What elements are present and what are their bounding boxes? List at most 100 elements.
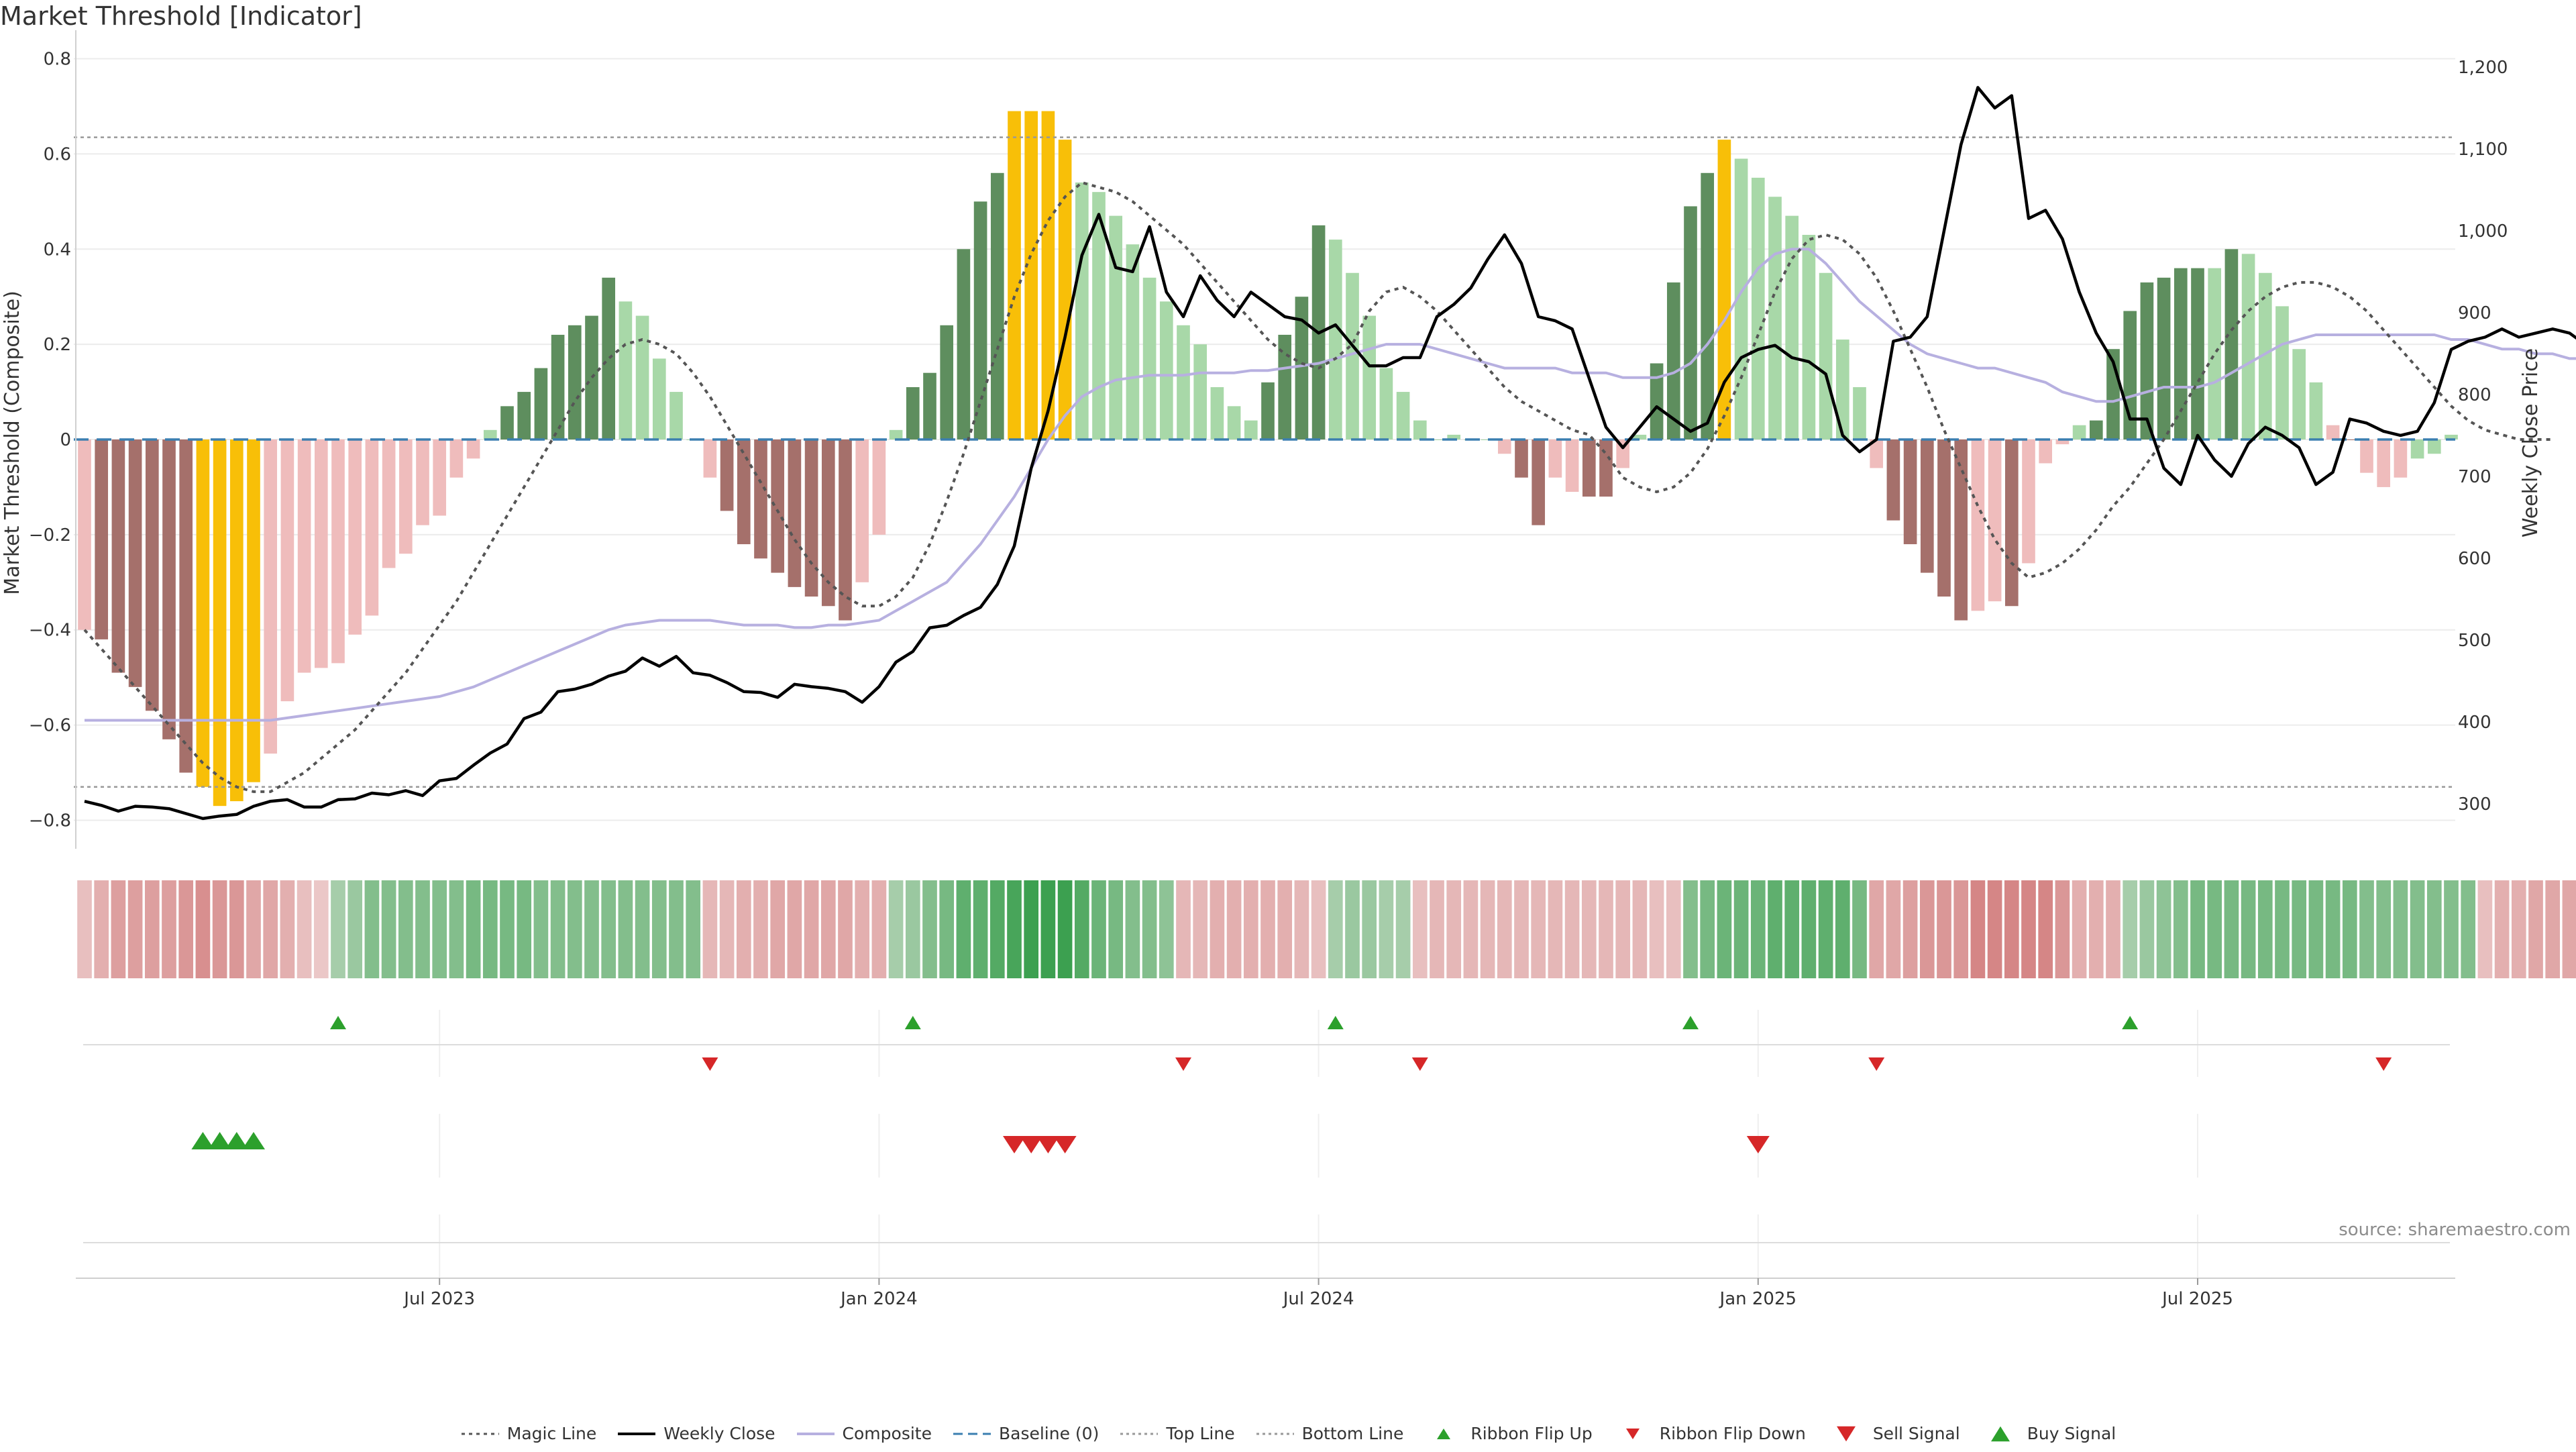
histogram-bar [2326, 425, 2340, 439]
ribbon-cell [2528, 880, 2543, 978]
left-tick-label: 0.8 [44, 50, 71, 70]
solid-line-lavender-icon [796, 1432, 835, 1435]
ribbon-cell [2275, 880, 2290, 978]
buy-signal-marker [242, 1132, 265, 1149]
ribbon-cell [178, 880, 194, 978]
histogram-bar [1379, 368, 1393, 439]
histogram-bar [449, 439, 464, 478]
legend-item: Magic Line [460, 1424, 596, 1443]
ribbon-cell [1463, 880, 1479, 978]
legend: Magic Line Weekly Close Composite Baseline … [0, 1424, 2576, 1443]
ribbon-cell [2241, 880, 2256, 978]
left-tick-label: 0.4 [44, 240, 71, 260]
histogram-bar [1684, 206, 1697, 439]
histogram-bar [923, 372, 936, 439]
histogram-bar [416, 439, 429, 525]
histogram-bar [1109, 215, 1123, 439]
histogram-bar [247, 439, 260, 782]
histogram-bar [652, 358, 666, 439]
ribbon-cell [364, 880, 380, 978]
histogram-bar [128, 439, 142, 687]
histogram-bar [331, 439, 345, 664]
ribbon-cell [1531, 880, 1546, 978]
histogram-bar [1159, 301, 1173, 439]
ribbon-cell [1902, 880, 1918, 978]
legend-item: Ribbon Flip Down [1613, 1424, 1806, 1443]
legend-marker [1836, 1426, 1856, 1441]
ribbon-cell [1514, 880, 1529, 978]
ribbon-cell [669, 880, 684, 978]
ribbon-cell [736, 880, 751, 978]
legend-label: Ribbon Flip Up [1470, 1424, 1593, 1443]
histogram-bar [1481, 439, 1495, 440]
ribbon-cell [1666, 880, 1681, 978]
histogram-bar [466, 439, 480, 459]
ribbon-cell [635, 880, 650, 978]
ribbon-cell [922, 880, 937, 978]
histogram-bar [1548, 439, 1562, 478]
buy-signal-marker [208, 1132, 231, 1149]
histogram-bar [1058, 140, 1072, 440]
x-tick-label: Jul 2025 [2161, 1289, 2233, 1309]
ribbon-cell [2088, 880, 2104, 978]
ribbon-cell [1260, 880, 1275, 978]
ribbon-cell [1446, 880, 1462, 978]
ribbon-cell [212, 880, 227, 978]
ribbon-cell [753, 880, 768, 978]
ribbon-cell [1007, 880, 1022, 978]
histogram-bar [2427, 439, 2441, 454]
x-tick-label: Jul 2023 [402, 1289, 475, 1309]
left-axis-label: Market Threshold (Composite) [1, 291, 24, 595]
ribbon-cell [2055, 880, 2070, 978]
histogram-bar [1870, 439, 1884, 468]
ribbon-cell [533, 880, 549, 978]
ribbon-cell [415, 880, 430, 978]
ribbon-cell [567, 880, 582, 978]
histogram-bar [1532, 439, 1546, 525]
ribbon-cell [263, 880, 278, 978]
ribbon-cell [1142, 880, 1157, 978]
histogram-bar [788, 439, 802, 587]
right-tick-label: 1,200 [2458, 58, 2508, 78]
histogram-bar [2174, 268, 2188, 439]
ribbon-cell [1412, 880, 1428, 978]
histogram-bar [2140, 282, 2154, 439]
right-tick-label: 1,000 [2458, 221, 2508, 242]
histogram-bar [500, 406, 514, 439]
ribbon-cell [2072, 880, 2087, 978]
histogram-bar [111, 439, 125, 673]
ribbon-cell [1040, 880, 1056, 978]
buy-signal-marker [191, 1132, 215, 1149]
histogram-bar [213, 439, 227, 807]
ribbon-cell [855, 880, 870, 978]
ribbon-cell [2477, 880, 2493, 978]
ribbon-cell [2562, 880, 2576, 978]
histogram-bar [2055, 439, 2070, 445]
ribbon-flip-up-marker [1327, 1016, 1344, 1029]
ribbon-flip-down-marker [1411, 1057, 1428, 1071]
histogram-bar [1041, 111, 1055, 439]
ribbon-cell [2376, 880, 2392, 978]
legend-label: Buy Signal [2027, 1424, 2116, 1443]
histogram-bar [433, 439, 447, 516]
ribbon-cell [1311, 880, 1326, 978]
ribbon-cell [94, 880, 109, 978]
ribbon-cell [1649, 880, 1664, 978]
histogram-bar [1751, 177, 1765, 439]
histogram-bar [2410, 439, 2424, 459]
dotted-line-icon [461, 1433, 499, 1435]
histogram-bar [1599, 439, 1613, 497]
ribbon-cell [787, 880, 802, 978]
ribbon-cell [871, 880, 887, 978]
right-tick-label: 900 [2458, 303, 2491, 323]
histogram-bar [1701, 172, 1715, 439]
histogram-bar [2377, 439, 2391, 487]
ribbon-cell [1750, 880, 1766, 978]
histogram-bar [1666, 282, 1680, 439]
ribbon-cell [601, 880, 616, 978]
legend-item: Ribbon Flip Up [1424, 1424, 1593, 1443]
ribbon-cell [1919, 880, 1935, 978]
histogram-bar [855, 439, 869, 582]
ribbon-cell [2359, 880, 2374, 978]
